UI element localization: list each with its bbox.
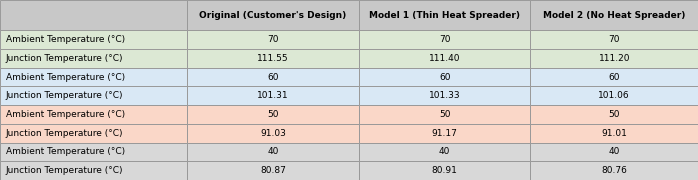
- Text: 91.03: 91.03: [260, 129, 286, 138]
- Bar: [359, 0, 530, 30]
- Bar: [530, 30, 698, 49]
- Bar: [530, 124, 698, 143]
- Text: 70: 70: [267, 35, 279, 44]
- Text: Ambient Temperature (°C): Ambient Temperature (°C): [6, 35, 125, 44]
- Bar: [359, 86, 530, 105]
- Bar: [530, 143, 698, 161]
- Bar: [187, 68, 359, 86]
- Text: 80.91: 80.91: [431, 166, 458, 175]
- Bar: [530, 105, 698, 124]
- Text: Junction Temperature (°C): Junction Temperature (°C): [6, 166, 123, 175]
- Text: 111.40: 111.40: [429, 54, 461, 63]
- Text: Original (Customer's Design): Original (Customer's Design): [200, 11, 346, 20]
- Text: 111.55: 111.55: [257, 54, 289, 63]
- Bar: [0, 105, 187, 124]
- Bar: [359, 49, 530, 68]
- Text: 91.01: 91.01: [601, 129, 628, 138]
- Text: 40: 40: [439, 147, 450, 156]
- Text: Junction Temperature (°C): Junction Temperature (°C): [6, 129, 123, 138]
- Text: 50: 50: [609, 110, 620, 119]
- Text: Junction Temperature (°C): Junction Temperature (°C): [6, 54, 123, 63]
- Bar: [187, 143, 359, 161]
- Text: 80.76: 80.76: [601, 166, 628, 175]
- Text: 80.87: 80.87: [260, 166, 286, 175]
- Bar: [0, 68, 187, 86]
- Text: Model 1 (Thin Heat Spreader): Model 1 (Thin Heat Spreader): [369, 11, 520, 20]
- Bar: [0, 49, 187, 68]
- Bar: [187, 161, 359, 180]
- Bar: [0, 161, 187, 180]
- Text: 91.17: 91.17: [431, 129, 458, 138]
- Text: 40: 40: [609, 147, 620, 156]
- Bar: [530, 49, 698, 68]
- Bar: [530, 161, 698, 180]
- Text: 50: 50: [439, 110, 450, 119]
- Text: 60: 60: [609, 73, 620, 82]
- Bar: [187, 124, 359, 143]
- Text: 60: 60: [267, 73, 279, 82]
- Bar: [359, 161, 530, 180]
- Bar: [187, 105, 359, 124]
- Bar: [359, 105, 530, 124]
- Text: 101.31: 101.31: [257, 91, 289, 100]
- Text: 111.20: 111.20: [598, 54, 630, 63]
- Text: 70: 70: [609, 35, 620, 44]
- Bar: [0, 143, 187, 161]
- Text: Model 2 (No Heat Spreader): Model 2 (No Heat Spreader): [543, 11, 685, 20]
- Bar: [359, 124, 530, 143]
- Text: Junction Temperature (°C): Junction Temperature (°C): [6, 91, 123, 100]
- Bar: [0, 124, 187, 143]
- Text: Ambient Temperature (°C): Ambient Temperature (°C): [6, 73, 125, 82]
- Bar: [0, 86, 187, 105]
- Text: 101.06: 101.06: [598, 91, 630, 100]
- Bar: [187, 86, 359, 105]
- Bar: [187, 49, 359, 68]
- Bar: [530, 68, 698, 86]
- Bar: [530, 86, 698, 105]
- Text: 50: 50: [267, 110, 279, 119]
- Text: 60: 60: [439, 73, 450, 82]
- Bar: [359, 68, 530, 86]
- Text: 70: 70: [439, 35, 450, 44]
- Text: 40: 40: [267, 147, 279, 156]
- Bar: [187, 0, 359, 30]
- Bar: [359, 143, 530, 161]
- Text: Ambient Temperature (°C): Ambient Temperature (°C): [6, 147, 125, 156]
- Text: 101.33: 101.33: [429, 91, 461, 100]
- Text: Ambient Temperature (°C): Ambient Temperature (°C): [6, 110, 125, 119]
- Bar: [0, 0, 187, 30]
- Bar: [0, 30, 187, 49]
- Bar: [187, 30, 359, 49]
- Bar: [359, 30, 530, 49]
- Bar: [530, 0, 698, 30]
